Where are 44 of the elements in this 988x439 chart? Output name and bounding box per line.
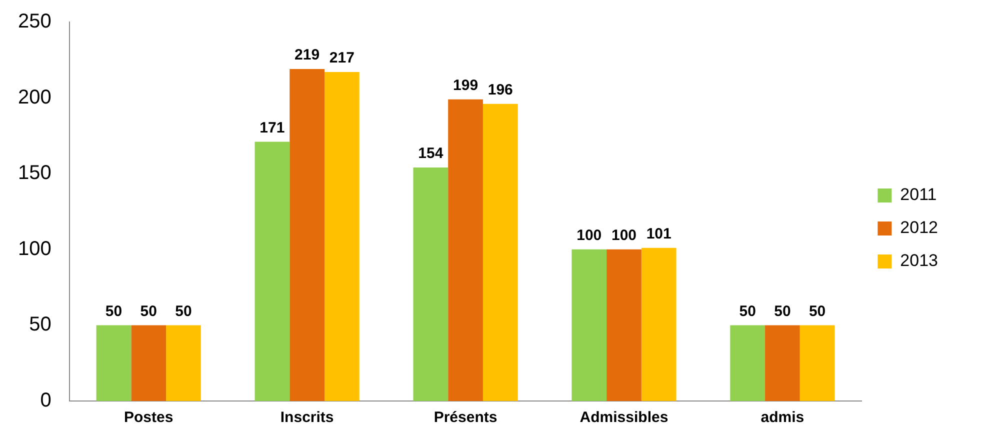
y-tick-label: 0 xyxy=(40,390,52,412)
data-label: 50 xyxy=(808,302,826,320)
bar xyxy=(572,249,607,401)
bar xyxy=(800,325,835,401)
bar xyxy=(730,325,766,401)
data-label: 100 xyxy=(611,227,637,244)
data-label: 50 xyxy=(140,302,157,320)
x-tick-label: admis xyxy=(760,409,804,426)
legend-label: 2011 xyxy=(900,185,937,204)
x-tick-label: Présents xyxy=(434,409,498,426)
legend-label: 2012 xyxy=(900,218,938,238)
x-tick-label: Inscrits xyxy=(280,409,334,426)
data-label: 50 xyxy=(739,302,756,320)
bar xyxy=(166,325,201,401)
bar xyxy=(641,248,676,401)
data-label: 50 xyxy=(105,302,122,320)
y-tick-label: 250 xyxy=(18,10,52,33)
data-label: 100 xyxy=(576,227,602,244)
bar xyxy=(448,99,483,401)
bar xyxy=(290,68,324,401)
data-label: 101 xyxy=(646,226,672,243)
x-tick-label: Postes xyxy=(124,409,174,426)
bar xyxy=(413,168,448,401)
bar xyxy=(765,325,800,401)
y-tick-label: 50 xyxy=(29,314,52,336)
bar xyxy=(482,104,518,401)
data-label: 199 xyxy=(453,76,478,94)
data-label: 154 xyxy=(418,145,444,162)
data-label: 217 xyxy=(329,50,354,67)
bar xyxy=(254,142,290,401)
bar xyxy=(131,325,166,401)
bar xyxy=(324,72,360,401)
legend-label: 2013 xyxy=(900,251,938,270)
y-tick-label: 100 xyxy=(18,238,52,260)
data-label: 171 xyxy=(260,119,285,136)
data-label: 196 xyxy=(488,82,513,99)
data-label: 50 xyxy=(774,302,791,320)
bar xyxy=(606,249,642,401)
x-tick-label: Admissibles xyxy=(580,409,668,426)
data-label: 219 xyxy=(294,46,320,64)
data-label: 50 xyxy=(175,302,192,320)
y-tick-label: 200 xyxy=(18,86,52,108)
y-tick-label: 150 xyxy=(18,162,52,184)
bar xyxy=(96,325,132,401)
